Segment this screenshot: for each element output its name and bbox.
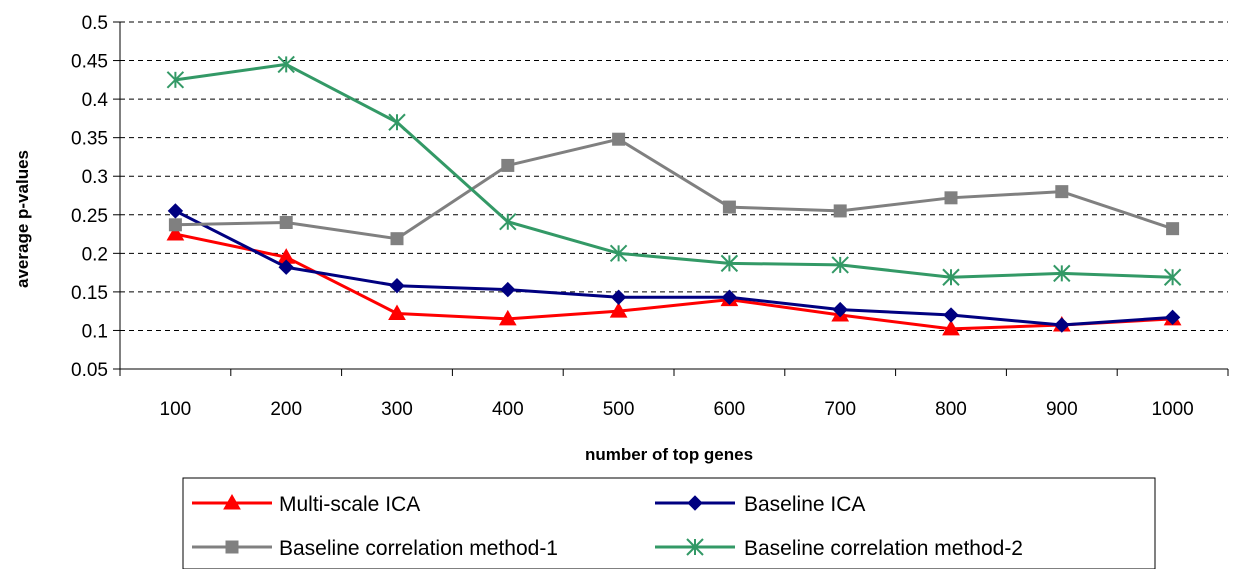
y-tick-label: 0.5 [82, 13, 108, 34]
data-point [943, 307, 959, 323]
legend-label: Baseline ICA [744, 493, 865, 516]
gridlines [120, 21, 1228, 331]
data-point [721, 289, 738, 305]
legend-label: Multi-scale ICA [279, 493, 420, 516]
legend-item-4: Baseline correlation method-2 [655, 537, 1023, 560]
data-point [389, 278, 405, 294]
data-point [833, 204, 847, 218]
data-point [1054, 317, 1070, 333]
data-point [501, 158, 515, 172]
x-axis-title: number of top genes [585, 445, 753, 464]
legend-marker [225, 540, 239, 554]
legend-marker [686, 538, 704, 556]
data-point [279, 215, 293, 229]
x-tick-label: 800 [935, 399, 967, 420]
data-point [388, 304, 406, 320]
series-line-1 [175, 232, 1173, 331]
data-point [167, 203, 184, 219]
data-point [944, 191, 958, 205]
legend-box [182, 477, 1156, 569]
legend-label: Baseline correlation method-1 [279, 537, 558, 560]
y-axis-ticks: 0.05 0.1 0.15 0.2 0.25 0.3 0.35 0.4 0.45 0.5 [71, 13, 120, 381]
y-tick-label: 0.25 [71, 206, 108, 227]
legend-label: Baseline correlation method-2 [744, 537, 1023, 560]
x-tick-label: 200 [270, 399, 302, 420]
data-point [1164, 309, 1181, 326]
data-point [609, 302, 628, 318]
data-point [388, 113, 406, 131]
data-point [942, 319, 960, 336]
series-line-3 [175, 137, 1174, 241]
data-point [166, 225, 185, 241]
data-point [832, 301, 848, 318]
y-axis-title: average p-values [13, 150, 32, 288]
x-tick-label: 600 [714, 399, 746, 420]
data-point [498, 309, 517, 326]
data-point [1053, 264, 1071, 283]
legend-item-3: Baseline correlation method-1 [192, 537, 558, 560]
x-tick-label: 500 [603, 399, 635, 420]
data-point [390, 232, 404, 246]
legend: Multi-scale ICA Baseline ICA Baseline corr… [182, 477, 1156, 569]
x-tick-label: 100 [160, 399, 192, 420]
data-point [277, 55, 295, 74]
y-tick-label: 0.05 [71, 360, 108, 381]
legend-marker [687, 495, 703, 511]
data-point [500, 281, 516, 298]
data-point [1163, 268, 1182, 286]
legend-item-2: Baseline ICA [655, 493, 865, 516]
y-tick-label: 0.2 [82, 244, 108, 265]
data-point [278, 259, 294, 275]
y-tick-label: 0.4 [82, 90, 109, 111]
series-layer [166, 55, 1182, 336]
data-point [1166, 222, 1180, 236]
data-point [168, 218, 182, 232]
y-tick-label: 0.35 [71, 129, 108, 150]
data-point [499, 213, 517, 231]
data-point [612, 132, 626, 146]
data-point [1055, 185, 1069, 199]
series-line-4 [175, 62, 1173, 279]
series-line-2 [174, 209, 1173, 327]
data-point [831, 256, 849, 274]
data-point [609, 244, 628, 263]
data-point [942, 268, 960, 286]
data-point [722, 200, 736, 214]
data-point [720, 254, 739, 273]
legend-item-1: Multi-scale ICA [192, 493, 420, 516]
y-tick-label: 0.3 [82, 167, 108, 188]
y-tick-label: 0.45 [71, 52, 108, 73]
x-tick-label: 900 [1046, 399, 1078, 420]
legend-marker [223, 493, 241, 510]
x-tick-label: 300 [381, 399, 413, 420]
data-point [610, 289, 627, 305]
x-axis-ticks: 100 200 300 400 500 600 700 800 900 1000 [119, 369, 1229, 420]
data-point [166, 71, 185, 89]
y-tick-label: 0.15 [71, 283, 108, 304]
y-tick-label: 0.1 [82, 321, 108, 342]
x-tick-label: 700 [824, 399, 856, 420]
x-tick-label: 1000 [1151, 399, 1193, 420]
x-tick-label: 400 [492, 399, 524, 420]
